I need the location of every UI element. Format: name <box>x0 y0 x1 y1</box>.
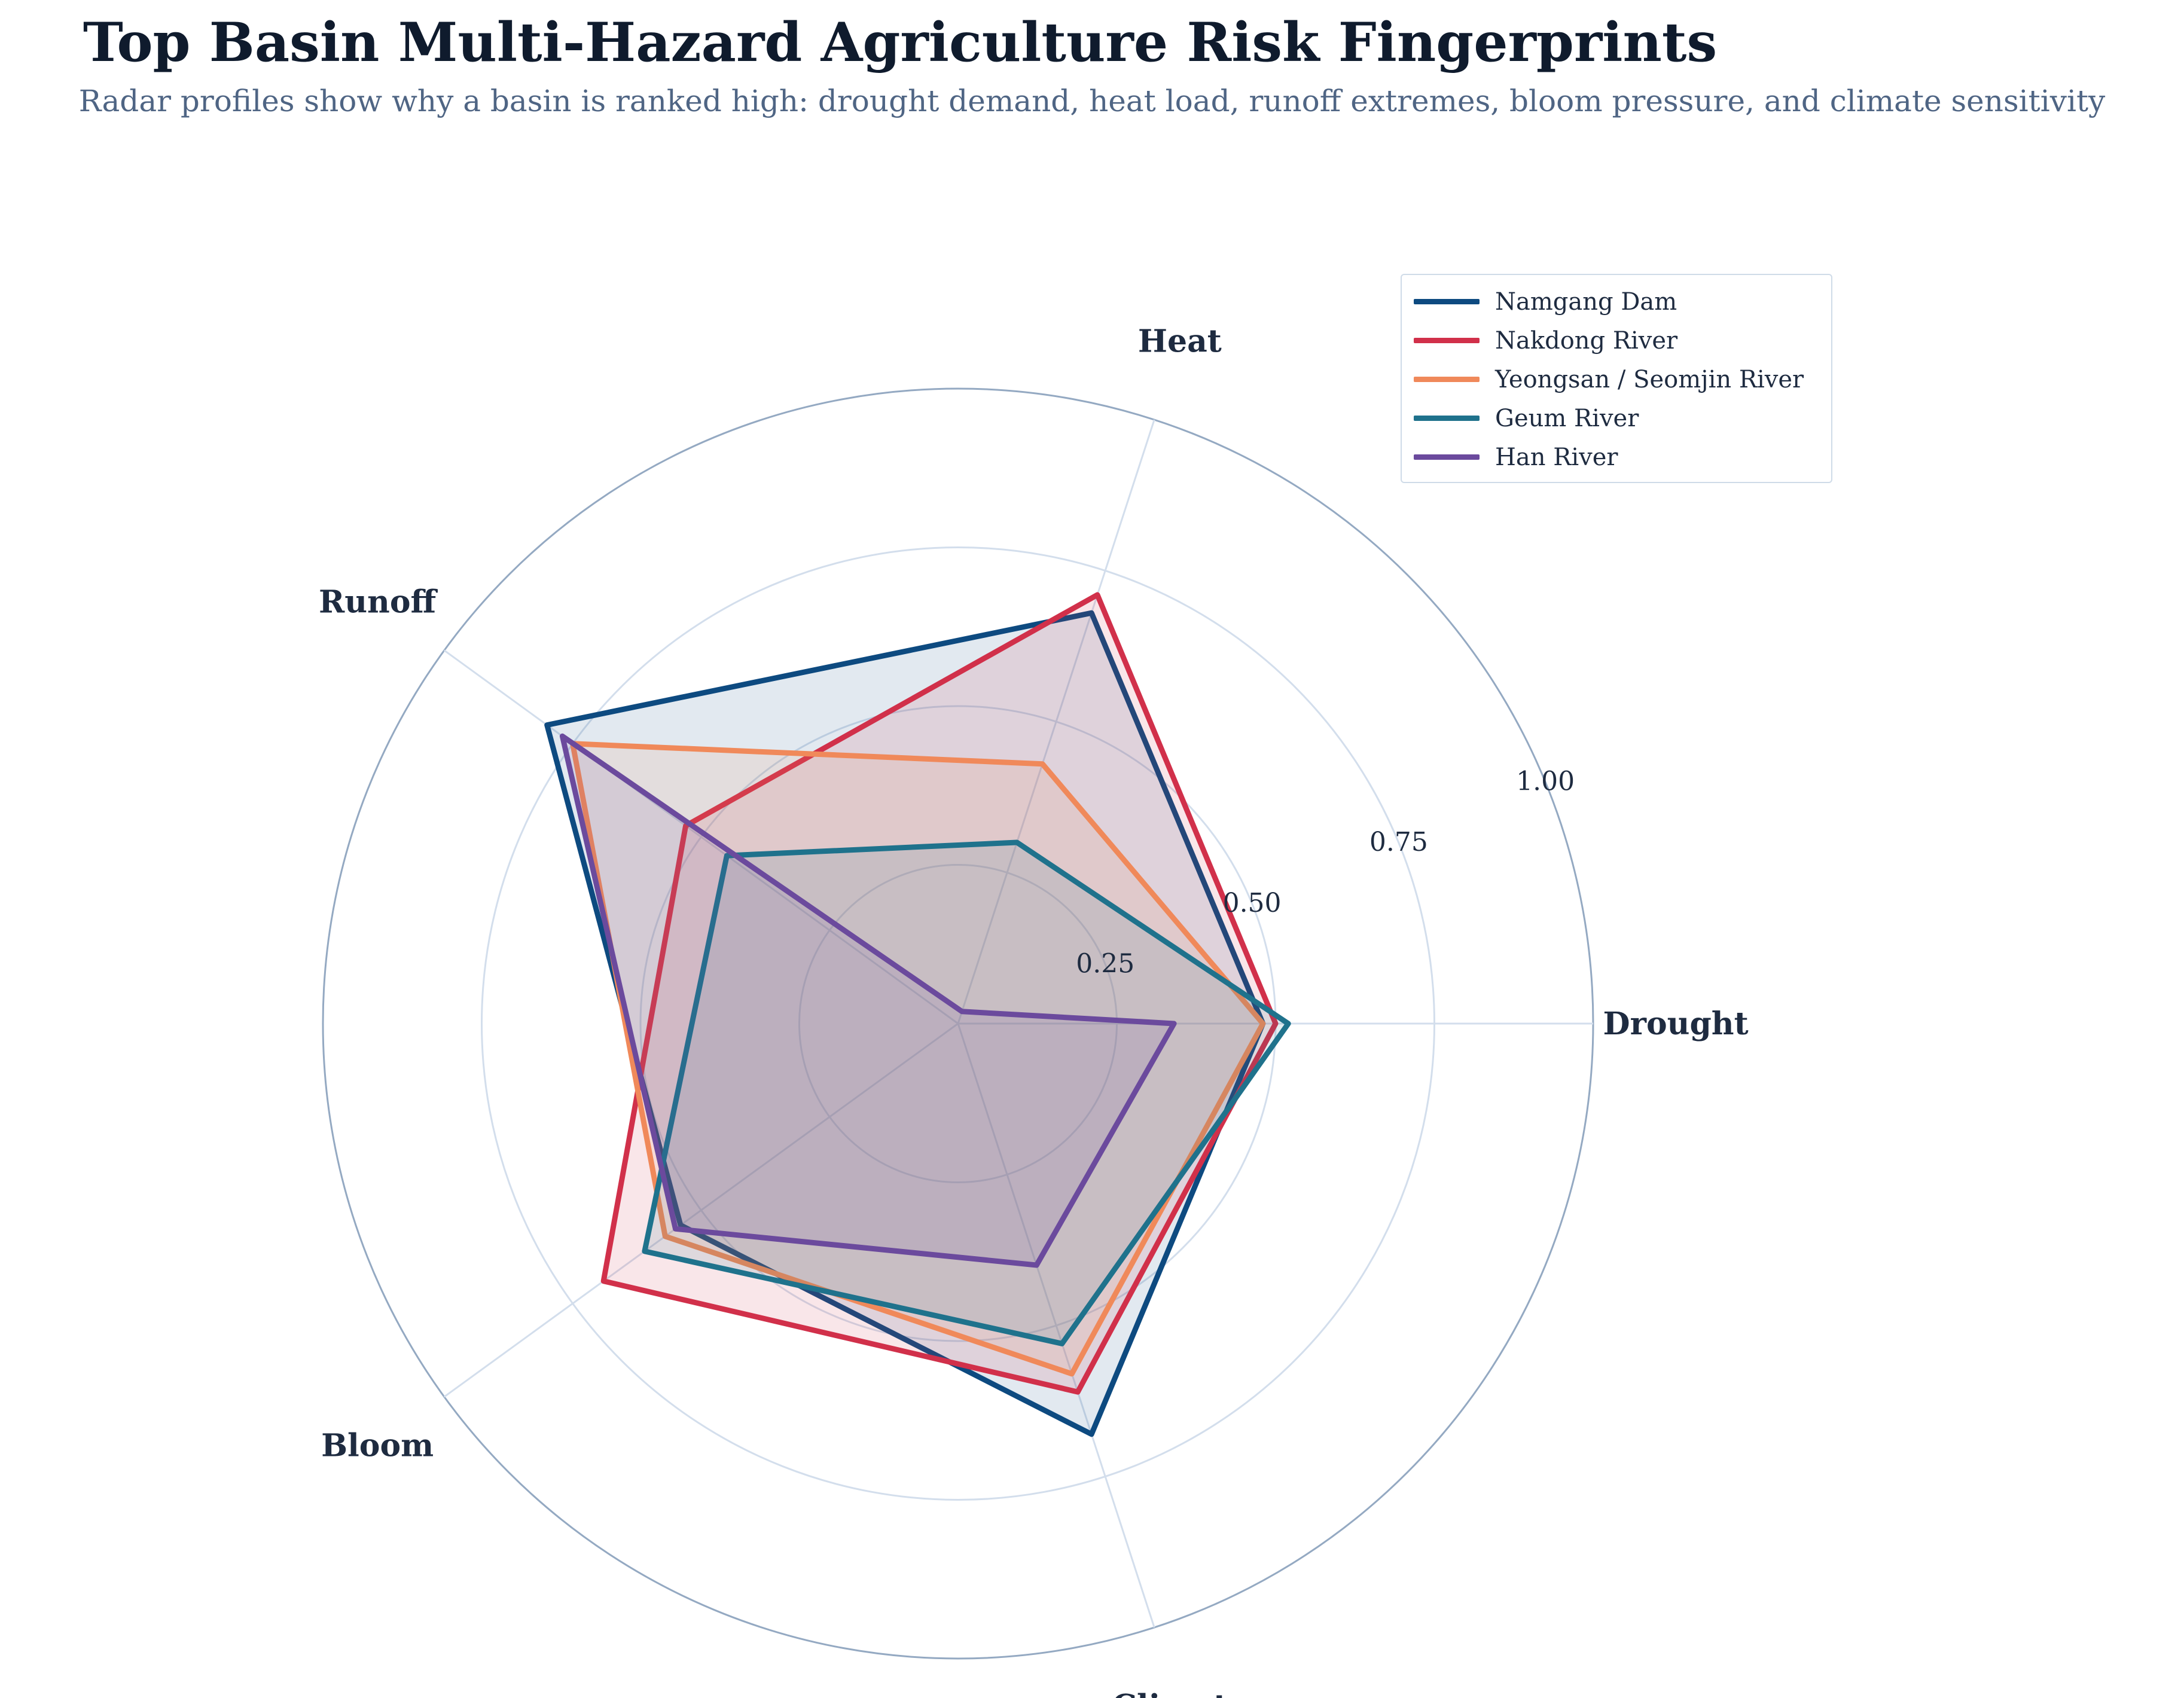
radar-series <box>544 592 1291 1437</box>
axis-label-runoff: Runoff <box>319 584 438 621</box>
legend-swatch <box>1414 454 1480 460</box>
legend-swatch <box>1414 377 1480 382</box>
legend-label: Namgang Dam <box>1495 288 1677 316</box>
axis-label-bloom: Bloom <box>321 1427 434 1464</box>
r-tick-label: 0.25 <box>1076 948 1134 979</box>
legend-label: Nakdong River <box>1495 326 1678 355</box>
spoke-heat <box>957 419 1155 1024</box>
legend-swatch <box>1414 416 1480 421</box>
r-tick-label: 1.00 <box>1516 766 1575 797</box>
legend-swatch <box>1414 338 1480 343</box>
axis-label-climate: Climate <box>1112 1688 1247 1698</box>
radar-grid <box>322 387 1594 1660</box>
legend-item-yeongsan-seomjin-river: Yeongsan / Seomjin River <box>1414 360 1819 399</box>
legend-label: Geum River <box>1495 404 1639 432</box>
spoke-bloom <box>443 1022 959 1398</box>
series-geum-river <box>642 839 1291 1346</box>
r-tick-label: 0.75 <box>1369 827 1428 857</box>
chart-title: Top Basin Multi-Hazard Agriculture Risk … <box>83 11 1718 74</box>
legend-item-han-river: Han River <box>1414 438 1819 477</box>
spoke-climate <box>957 1023 1155 1628</box>
axis-label-drought: Drought <box>1603 1006 1748 1042</box>
legend-label: Han River <box>1495 443 1618 471</box>
chart-subtitle: Radar profiles show why a basin is ranke… <box>78 84 2106 118</box>
legend-item-namgang-dam: Namgang Dam <box>1414 282 1819 321</box>
legend: Namgang Dam Nakdong River Yeongsan / Seomj… <box>1401 274 1832 483</box>
series-han-river <box>559 733 1177 1268</box>
legend-item-nakdong-river: Nakdong River <box>1414 321 1819 360</box>
legend-item-geum-river: Geum River <box>1414 399 1819 438</box>
axis-label-heat: Heat <box>1138 323 1222 360</box>
radar-labels: 0.25 0.50 0.75 1.00 Drought Heat Runoff Bloom Cl… <box>319 323 1749 1698</box>
legend-swatch <box>1414 299 1480 304</box>
legend-label: Yeongsan / Seomjin River <box>1495 365 1804 393</box>
r-tick-label: 0.50 <box>1223 888 1282 918</box>
spoke-runoff <box>443 649 959 1025</box>
